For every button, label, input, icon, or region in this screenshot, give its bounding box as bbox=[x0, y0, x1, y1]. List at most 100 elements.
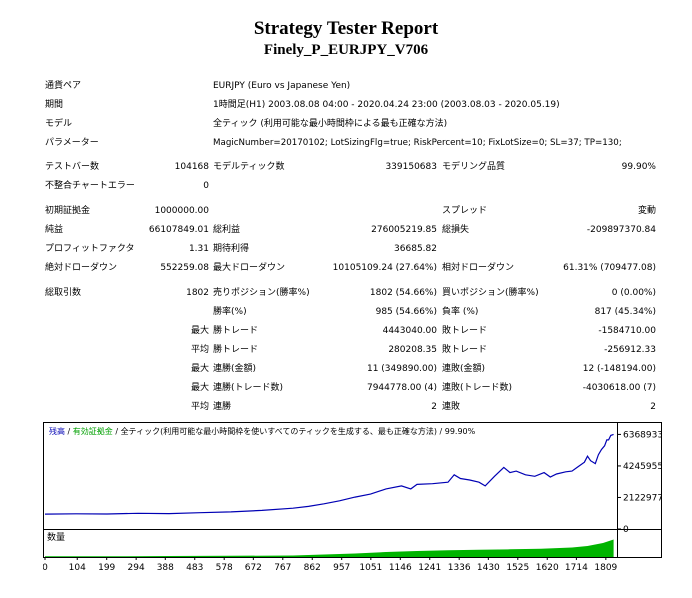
max-cons-wins-label: 連勝(金額) bbox=[213, 364, 257, 374]
model-label: モデル bbox=[45, 119, 73, 129]
report-subtitle: Finely_P_EURJPY_V706 bbox=[263, 42, 429, 58]
win-label: 勝率(%) bbox=[213, 307, 247, 317]
gross-profit-label: 総利益 bbox=[213, 225, 241, 235]
bars-value: 104168 bbox=[174, 162, 209, 172]
largest-loss-label: 敗トレード bbox=[442, 326, 488, 336]
avg-cons-losses-value: 2 bbox=[650, 402, 656, 412]
win-value: 985 (54.66%) bbox=[375, 307, 437, 317]
gross-loss-label: 総損失 bbox=[442, 225, 470, 235]
chart-frame bbox=[43, 422, 662, 558]
y-tick-label: 6368933 bbox=[623, 430, 662, 440]
max-cons-profit-label: 連勝(トレード数) bbox=[213, 383, 284, 393]
avg-loss-value: -256912.33 bbox=[604, 345, 656, 355]
params-label: パラメーター bbox=[45, 138, 99, 148]
x-tick-label: 1525 bbox=[506, 563, 529, 572]
x-tick-label: 1620 bbox=[536, 563, 559, 572]
x-tick-label: 767 bbox=[274, 563, 291, 572]
legend-separator: / bbox=[113, 427, 121, 436]
x-tick-label: 104 bbox=[69, 563, 86, 572]
loss-value: 817 (45.34%) bbox=[594, 307, 656, 317]
ticks-value: 339150683 bbox=[385, 162, 437, 172]
avg-loss-label: 敗トレード bbox=[442, 345, 488, 355]
x-tick-label: 0 bbox=[43, 563, 48, 572]
y-tick-label: 0 bbox=[623, 525, 629, 535]
max-cons-count-qualifier: 最大 bbox=[190, 383, 209, 393]
abs-dd-label: 絶対ドローダウン bbox=[45, 263, 118, 273]
x-tick-label: 1146 bbox=[389, 563, 412, 572]
x-tick-label: 1241 bbox=[418, 563, 441, 572]
pf-value: 1.31 bbox=[188, 244, 209, 254]
x-tick-label: 199 bbox=[98, 563, 115, 572]
rel-dd-value: 61.31% (709477.08) bbox=[563, 263, 656, 273]
balance-chart-svg: 6368933 4245955 2122977 0 数量 0 104 199 294 388 483… bbox=[43, 422, 662, 572]
max-cons-wins-value: 11 (349890.00) bbox=[366, 364, 437, 374]
gross-loss-value: -209897370.84 bbox=[586, 225, 656, 235]
avg-win-value: 280208.35 bbox=[388, 345, 437, 355]
chart-legend: 残高 / 有効証拠金 / 全ティック(利用可能な最小時間枠を使いすべてのティック… bbox=[49, 426, 476, 436]
symbol-label: 通貨ペア bbox=[45, 81, 82, 91]
ticks-label: モデルティック数 bbox=[213, 162, 285, 172]
max-dd-label: 最大ドローダウン bbox=[213, 263, 286, 273]
balance-chart: 6368933 4245955 2122977 0 数量 0 104 199 294 388 483… bbox=[43, 422, 662, 572]
max-cons-losses-label: 連敗(金額) bbox=[442, 364, 486, 374]
largest-win-label: 勝トレード bbox=[213, 326, 259, 336]
largest-loss-value: -1584710.00 bbox=[598, 326, 656, 336]
x-tick-label: 294 bbox=[128, 563, 145, 572]
rel-dd-label: 相対ドローダウン bbox=[442, 263, 515, 273]
trades-value: 1802 bbox=[186, 288, 209, 298]
max-cons-losses-value: 12 (-148194.00) bbox=[582, 364, 656, 374]
loss-label: 負率 (%) bbox=[442, 307, 479, 317]
bars-label: テストバー数 bbox=[45, 162, 100, 172]
short-label: 売りポジション(勝率%) bbox=[213, 288, 310, 298]
legend-balance: 残高 bbox=[49, 426, 65, 436]
max-cons-profit-value: 7944778.00 (4) bbox=[366, 383, 437, 393]
avg-win-label: 勝トレード bbox=[213, 345, 259, 355]
trades-label: 総取引数 bbox=[45, 288, 82, 298]
y-tick-label: 4245955 bbox=[623, 462, 662, 472]
x-tick-label: 672 bbox=[245, 563, 262, 572]
spread-label: スプレッド bbox=[442, 206, 488, 216]
y-tick-label: 2122977 bbox=[623, 493, 662, 503]
quality-label: モデリング品質 bbox=[442, 162, 506, 172]
average-qualifier: 平均 bbox=[190, 345, 209, 355]
long-value: 0 (0.00%) bbox=[611, 288, 656, 298]
pf-label: プロフィットファクタ bbox=[45, 244, 135, 254]
payoff-label: 期待利得 bbox=[213, 244, 250, 254]
balance-series-line bbox=[44, 433, 614, 515]
x-tick-label: 862 bbox=[304, 563, 321, 572]
x-tick-label: 1430 bbox=[477, 563, 500, 572]
net-value: 66107849.01 bbox=[148, 225, 209, 235]
x-tick-label: 483 bbox=[186, 563, 203, 572]
deposit-label: 初期証拠金 bbox=[45, 206, 91, 216]
x-tick-label: 1714 bbox=[565, 563, 588, 572]
quality-value: 99.90% bbox=[621, 162, 656, 172]
avg-cons-losses-label: 連敗 bbox=[442, 402, 461, 412]
max-cons-loss-value: -4030618.00 (7) bbox=[582, 383, 656, 393]
deposit-value: 1000000.00 bbox=[154, 206, 209, 216]
short-value: 1802 (54.66%) bbox=[369, 288, 437, 298]
x-tick-label: 578 bbox=[216, 563, 233, 572]
legend-separator: / bbox=[65, 427, 73, 436]
spread-value: 変動 bbox=[637, 206, 656, 216]
legend-equity: 有効証拠金 bbox=[73, 426, 113, 436]
x-tick-label: 388 bbox=[157, 563, 174, 572]
gross-profit-value: 276005219.85 bbox=[371, 225, 437, 235]
max-cons-qualifier: 最大 bbox=[190, 364, 209, 374]
avg-cons-wins-value: 2 bbox=[431, 402, 437, 412]
long-label: 買いポジション(勝率%) bbox=[442, 288, 539, 298]
x-tick-label: 957 bbox=[333, 563, 350, 572]
errors-value: 0 bbox=[203, 181, 209, 191]
largest-win-value: 4443040.00 bbox=[382, 326, 437, 336]
report-title: Strategy Tester Report bbox=[253, 18, 439, 39]
volume-series-area bbox=[45, 539, 614, 557]
x-tick-label: 1051 bbox=[359, 563, 382, 572]
errors-label: 不整合チャートエラー bbox=[45, 181, 135, 191]
period-value: 1時間足(H1) 2003.08.08 04:00 - 2020.04.24 2… bbox=[213, 100, 560, 110]
largest-qualifier: 最大 bbox=[190, 326, 209, 336]
x-tick-label: 1336 bbox=[448, 563, 471, 572]
x-tick-label: 1809 bbox=[594, 563, 617, 572]
abs-dd-value: 552259.08 bbox=[160, 263, 209, 273]
avg-cons-qualifier: 平均 bbox=[190, 402, 209, 412]
avg-cons-wins-label: 連勝 bbox=[213, 402, 232, 412]
max-cons-loss-label: 連敗(トレード数) bbox=[442, 383, 513, 393]
